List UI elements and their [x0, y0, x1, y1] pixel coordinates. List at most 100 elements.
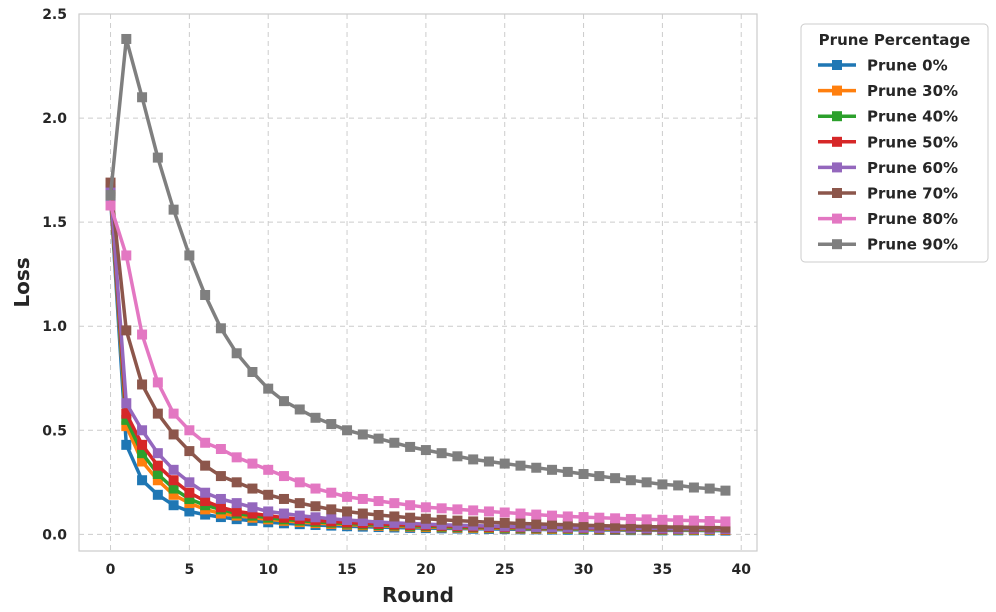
data-point	[310, 483, 321, 494]
data-point	[263, 506, 274, 517]
data-point	[594, 471, 605, 482]
legend-label: Prune 60%	[867, 159, 958, 177]
legend-title: Prune Percentage	[819, 31, 971, 49]
data-point	[137, 456, 148, 467]
legend-swatch-marker	[832, 239, 842, 250]
data-point	[247, 367, 258, 377]
data-point	[152, 377, 163, 388]
data-point	[152, 448, 163, 459]
legend-box	[800, 23, 989, 263]
data-point	[420, 513, 431, 524]
data-point	[168, 483, 179, 494]
data-point	[547, 510, 558, 521]
data-point	[673, 480, 684, 491]
data-point	[373, 433, 384, 444]
data-point	[562, 511, 573, 522]
data-point	[215, 444, 226, 455]
data-point	[357, 516, 368, 527]
legend-item: Prune 60%	[818, 159, 958, 177]
data-point	[121, 33, 132, 44]
data-point	[200, 460, 211, 471]
data-point	[200, 509, 211, 520]
data-point	[499, 517, 510, 528]
series-line	[108, 37, 726, 493]
series-line	[108, 204, 726, 524]
data-point	[326, 513, 337, 524]
data-point	[420, 502, 431, 513]
data-point	[184, 506, 195, 517]
data-point	[326, 487, 337, 498]
data-point	[137, 329, 148, 340]
plot-frame	[78, 13, 758, 552]
data-point	[673, 515, 684, 526]
data-point	[168, 204, 179, 215]
data-point	[610, 473, 621, 484]
data-point	[373, 496, 384, 507]
data-point	[200, 487, 211, 498]
data-point	[625, 513, 636, 524]
data-point	[278, 396, 289, 407]
data-point	[200, 496, 211, 507]
data-point	[657, 521, 668, 532]
data-point	[405, 441, 416, 452]
x-tick-label: 25	[495, 562, 514, 578]
data-point	[436, 514, 447, 525]
data-point	[641, 477, 652, 488]
data-point	[625, 521, 636, 532]
data-point	[483, 456, 494, 467]
legend: Prune Percentage Prune 0%Prune 30%Prune …	[800, 23, 989, 263]
data-point	[168, 464, 179, 475]
data-point	[499, 458, 510, 469]
data-point	[121, 414, 132, 425]
data-point	[389, 511, 400, 522]
data-point	[105, 190, 116, 201]
data-point	[105, 200, 116, 211]
data-point	[373, 509, 384, 520]
data-point	[215, 323, 226, 334]
legend-swatch-marker	[832, 60, 842, 70]
legend-item: Prune 70%	[818, 185, 958, 203]
data-point	[137, 439, 148, 450]
data-point	[720, 516, 731, 527]
series-line	[108, 182, 726, 530]
data-point	[483, 517, 494, 528]
data-point	[121, 439, 132, 450]
data-point	[357, 493, 368, 504]
data-point	[310, 512, 321, 523]
data-point	[562, 466, 573, 477]
legend-swatch-marker	[832, 85, 842, 96]
data-point	[342, 506, 353, 517]
series-prune-70	[105, 177, 731, 533]
data-point	[452, 451, 463, 462]
data-point	[231, 348, 242, 359]
legend-item: Prune 80%	[818, 210, 958, 228]
data-point	[152, 408, 163, 419]
legend-swatch-marker	[832, 213, 842, 224]
data-point	[247, 483, 258, 494]
y-tick-label: 1.5	[42, 215, 67, 231]
series-prune-30	[105, 190, 731, 535]
legend-label: Prune 50%	[867, 133, 958, 151]
legend-label: Prune 0%	[867, 57, 948, 75]
data-point	[610, 521, 621, 532]
data-point	[499, 507, 510, 518]
data-point	[263, 464, 274, 475]
data-point	[625, 475, 636, 486]
series-lines	[105, 33, 731, 536]
x-tick-label: 35	[653, 562, 672, 578]
data-point	[152, 152, 163, 163]
data-point	[310, 412, 321, 423]
legend-swatch-marker	[832, 136, 842, 147]
data-point	[184, 493, 195, 504]
data-point	[137, 379, 148, 390]
data-point	[720, 522, 731, 533]
data-point	[673, 522, 684, 533]
data-point	[389, 498, 400, 509]
data-point	[405, 518, 416, 529]
legend-item: Prune 0%	[818, 57, 948, 75]
data-point	[121, 408, 132, 419]
data-point	[137, 448, 148, 459]
data-point	[137, 475, 148, 486]
data-point	[483, 506, 494, 517]
